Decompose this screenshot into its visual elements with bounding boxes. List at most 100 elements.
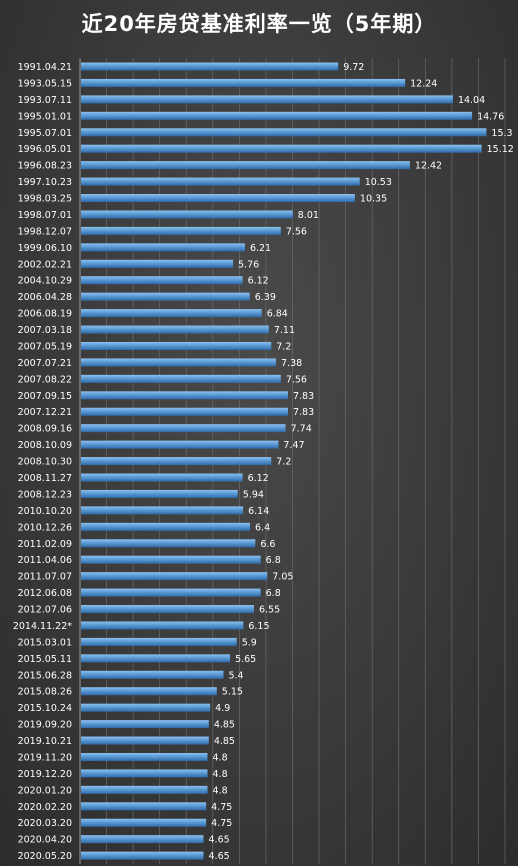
data-label: 9.72 [343,62,364,73]
bar [81,670,224,679]
data-label: 12.24 [410,78,437,89]
bar [81,687,217,696]
bar [81,226,281,235]
y-tick-label: 2007.08.22 [18,374,72,385]
bar [81,128,487,137]
y-tick-label: 2019.12.20 [18,769,72,780]
y-tick-label: 1995.07.01 [18,128,72,139]
data-label: 6.39 [255,292,276,303]
y-tick-label: 2008.10.09 [18,440,72,451]
bar [81,654,231,663]
y-tick-label: 2014.11.22* [13,621,72,632]
bar [81,522,250,531]
bar [81,835,204,844]
data-label: 7.2 [276,457,291,468]
data-label: 14.04 [458,95,485,106]
data-label: 4.8 [213,752,228,763]
bar [81,457,272,466]
bar [81,358,277,367]
bar [81,259,233,268]
bar [81,407,288,416]
y-tick-label: 2010.10.20 [18,506,72,517]
data-label: 12.42 [415,161,442,172]
bar [81,62,339,71]
bar [81,374,281,383]
y-tick-label: 1995.01.01 [18,111,72,122]
y-tick-label: 2008.09.16 [18,424,72,435]
bar [81,506,244,515]
y-tick-label: 2007.07.21 [18,358,72,369]
data-label: 6.8 [266,588,281,599]
data-label: 4.75 [211,802,232,813]
y-tick-label: 1993.07.11 [18,95,72,106]
y-tick-label: 2015.05.11 [18,654,72,665]
data-label: 6.4 [255,522,270,533]
y-tick-label: 2007.12.21 [18,407,72,418]
bar [81,555,261,564]
data-label: 7.56 [286,226,307,237]
y-tick-label: 2019.09.20 [18,720,72,731]
y-tick-label: 1997.10.23 [18,177,72,188]
y-tick-label: 2007.03.18 [18,325,72,336]
y-tick-label: 2008.10.30 [18,457,72,468]
data-label: 5.15 [222,687,243,698]
data-label: 4.85 [214,720,235,731]
bar [81,818,207,827]
y-tick-label: 1993.05.15 [18,78,72,89]
y-tick-label: 1998.07.01 [18,210,72,221]
data-label: 7.2 [276,341,291,352]
data-label: 5.94 [243,489,264,500]
data-label: 5.65 [235,654,256,665]
y-tick-label: 2020.04.20 [18,835,72,846]
data-label: 5.9 [242,637,257,648]
data-label: 7.38 [281,358,302,369]
y-tick-label: 2012.07.06 [18,605,72,616]
y-tick-label: 2015.10.24 [18,703,72,714]
y-tick-label: 2007.09.15 [18,391,72,402]
bar [81,341,272,350]
data-label: 8.01 [298,210,319,221]
bar [81,391,288,400]
bar [81,703,211,712]
y-tick-label: 2015.08.26 [18,687,72,698]
data-label: 7.83 [293,391,314,402]
y-tick-label: 2002.02.21 [18,259,72,270]
bar [81,161,410,170]
data-label: 7.11 [274,325,295,336]
data-label: 7.83 [293,407,314,418]
bar [81,769,208,778]
data-label: 4.9 [215,703,230,714]
y-tick-label: 2010.12.26 [18,522,72,533]
y-tick-label: 2012.06.08 [18,588,72,599]
y-tick-label: 2015.06.28 [18,670,72,681]
bar [81,276,243,285]
y-tick-label: 2020.05.20 [18,851,72,862]
bar [81,325,269,334]
data-label: 4.85 [214,736,235,747]
y-tick-label: 2019.11.20 [18,752,72,763]
data-label: 6.12 [248,276,269,287]
y-tick-label: 2020.02.20 [18,802,72,813]
bar [81,621,244,630]
data-label: 4.65 [209,851,230,862]
bar [81,802,207,811]
data-label: 6.15 [248,621,269,632]
bar [81,111,473,120]
data-label: 7.74 [291,424,312,435]
bar [81,720,209,729]
data-label: 15.12 [487,144,514,155]
y-tick-label: 2006.08.19 [18,309,72,320]
bar [81,424,286,433]
data-label: 5.76 [238,259,259,270]
data-label: 7.47 [283,440,304,451]
y-tick-label: 2015.03.01 [18,637,72,648]
y-tick-label: 2011.02.09 [18,539,72,550]
chart-title: 近20年房贷基准利率一览（5年期） [81,12,437,36]
bar [81,736,209,745]
bar [81,605,254,614]
data-label: 4.8 [213,769,228,780]
bar [81,637,237,646]
bar [81,489,238,498]
data-label: 10.53 [365,177,392,188]
